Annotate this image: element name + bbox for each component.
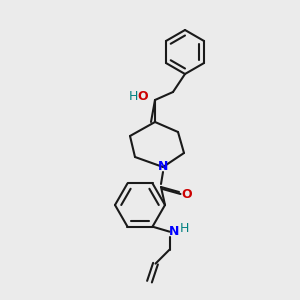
Text: N: N (158, 160, 168, 173)
Text: H: H (180, 222, 189, 235)
Text: H: H (128, 91, 138, 103)
Text: O: O (138, 91, 148, 103)
Text: N: N (169, 225, 180, 238)
Text: O: O (182, 188, 192, 200)
